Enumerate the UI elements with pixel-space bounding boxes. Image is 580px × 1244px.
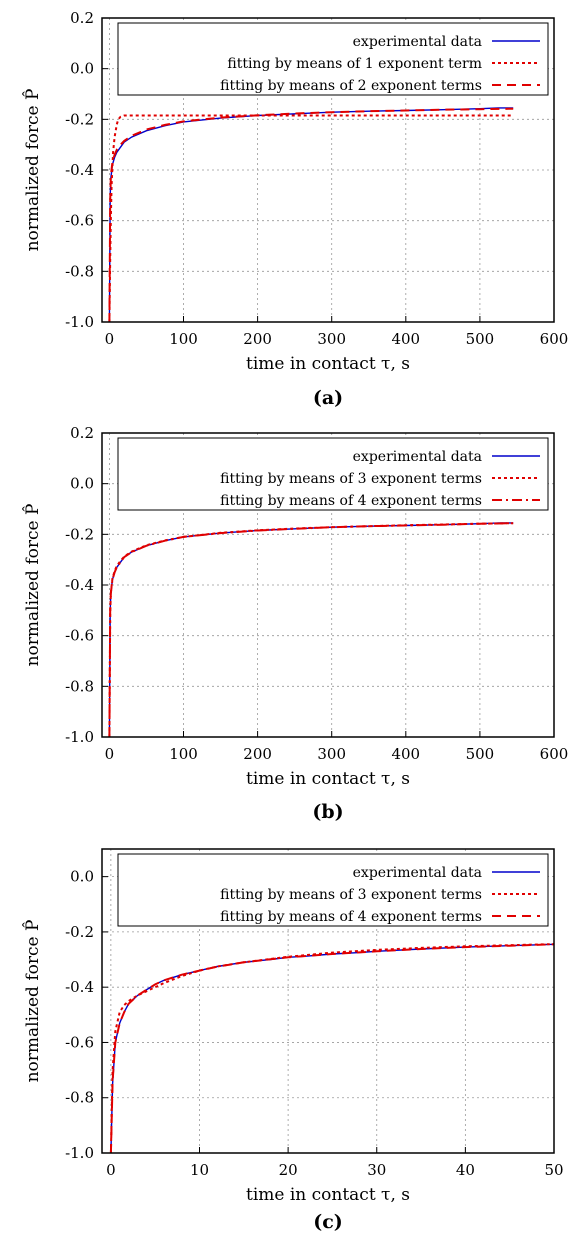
series-line bbox=[108, 107, 514, 322]
y-tick-labels: -1.0 -0.8 -0.6 -0.4 -0.2 0.0 bbox=[65, 868, 94, 1162]
y-tick-label: 0.2 bbox=[70, 9, 94, 27]
legend: experimental data fitting by means of 3 … bbox=[117, 853, 549, 927]
y-tick-label: -0.6 bbox=[65, 212, 94, 230]
legend-label: fitting by means of 2 exponent terms bbox=[220, 78, 482, 94]
y-tick-label: -0.2 bbox=[65, 923, 94, 941]
x-tick-label: 300 bbox=[317, 745, 346, 763]
series-lines bbox=[108, 107, 514, 322]
y-tick-label: -0.8 bbox=[65, 1089, 94, 1107]
x-axis-label: time in contact τ, s bbox=[246, 769, 410, 789]
x-tick-label: 600 bbox=[540, 330, 569, 348]
x-tick-label: 200 bbox=[243, 745, 272, 763]
y-tick-label: 0.0 bbox=[70, 868, 94, 886]
x-tick-label: 500 bbox=[466, 330, 495, 348]
y-tick-label: -0.4 bbox=[65, 161, 94, 179]
legend-box bbox=[117, 22, 549, 96]
y-tick-labels: -1.0 -0.8 -0.6 -0.4 -0.2 0.0 0.2 bbox=[65, 424, 94, 746]
legend-label: fitting by means of 4 exponent terms bbox=[220, 909, 482, 925]
legend-label: fitting by means of 3 exponent terms bbox=[220, 471, 482, 487]
series-line bbox=[108, 522, 514, 737]
legend-label: experimental data bbox=[353, 865, 482, 881]
y-tick-labels: -1.0 -0.8 -0.6 -0.4 -0.2 0.0 0.2 bbox=[65, 9, 94, 331]
x-tick-labels: 0 100 200 300 400 500 600 bbox=[105, 745, 569, 763]
x-tick-label: 40 bbox=[456, 1161, 475, 1179]
series-line bbox=[108, 107, 514, 322]
y-tick-label: -1.0 bbox=[65, 728, 94, 746]
y-tick-label: 0.2 bbox=[70, 424, 94, 442]
panel-c: 0 10 20 30 40 50 -1.0 -0.8 -0.6 -0.4 -0.2 0.0 expe… bbox=[23, 848, 564, 1233]
y-tick-label: -0.4 bbox=[65, 576, 94, 594]
legend: experimental data fitting by means of 3 … bbox=[117, 437, 549, 511]
x-tick-label: 100 bbox=[169, 330, 198, 348]
y-tick-label: -1.0 bbox=[65, 313, 94, 331]
legend-box bbox=[117, 437, 549, 511]
x-tick-label: 0 bbox=[105, 330, 115, 348]
x-tick-label: 0 bbox=[105, 745, 115, 763]
x-tick-labels: 0 10 20 30 40 50 bbox=[106, 1161, 563, 1179]
y-tick-label: -0.6 bbox=[65, 1033, 94, 1051]
panel-caption: (c) bbox=[313, 1211, 343, 1233]
series-line bbox=[108, 522, 514, 737]
series-line bbox=[109, 943, 554, 1153]
x-axis-label: time in contact τ, s bbox=[246, 354, 410, 374]
panel-b: 0 100 200 300 400 500 600 -1.0 -0.8 -0.6 -0.4 -0.2… bbox=[23, 424, 568, 823]
y-axis-label: normalized force P̂ bbox=[23, 504, 43, 667]
x-tick-label: 500 bbox=[466, 745, 495, 763]
series-line bbox=[110, 943, 554, 1153]
x-tick-label: 10 bbox=[190, 1161, 209, 1179]
series-line bbox=[108, 114, 514, 322]
x-tick-label: 20 bbox=[279, 1161, 298, 1179]
panel-caption: (a) bbox=[313, 387, 343, 409]
y-tick-label: -0.8 bbox=[65, 677, 94, 695]
y-tick-label: 0.0 bbox=[70, 60, 94, 78]
x-tick-label: 100 bbox=[169, 745, 198, 763]
x-tick-label: 400 bbox=[391, 330, 420, 348]
x-tick-label: 30 bbox=[367, 1161, 386, 1179]
legend-label: experimental data bbox=[353, 449, 482, 465]
plot-frame bbox=[101, 848, 555, 1154]
x-tick-label: 400 bbox=[391, 745, 420, 763]
y-tick-label: -0.6 bbox=[65, 627, 94, 645]
legend-label: fitting by means of 3 exponent terms bbox=[220, 887, 482, 903]
y-axis-label: normalized force P̂ bbox=[23, 89, 43, 252]
y-tick-label: -0.2 bbox=[65, 110, 94, 128]
x-tick-label: 50 bbox=[544, 1161, 563, 1179]
plot-frame bbox=[101, 17, 555, 323]
legend-box bbox=[117, 853, 549, 927]
legend-label: experimental data bbox=[353, 34, 482, 50]
y-tick-label: -0.8 bbox=[65, 262, 94, 280]
series-line bbox=[109, 943, 554, 1153]
y-tick-label: 0.0 bbox=[70, 475, 94, 493]
x-axis-label: time in contact τ, s bbox=[246, 1185, 410, 1205]
y-tick-label: -1.0 bbox=[65, 1144, 94, 1162]
legend: experimental data fitting by means of 1 … bbox=[117, 22, 549, 96]
panel-caption: (b) bbox=[312, 801, 343, 823]
panel-a: 0 100 200 300 400 500 600 -1.0 -0.8 -0.6 -0.4 -0.2… bbox=[23, 9, 568, 409]
x-tick-label: 600 bbox=[540, 745, 569, 763]
legend-label: fitting by means of 4 exponent terms bbox=[220, 493, 482, 509]
y-tick-label: -0.4 bbox=[65, 978, 94, 996]
series-line bbox=[108, 522, 514, 737]
series-lines bbox=[108, 522, 514, 737]
series-lines bbox=[109, 943, 554, 1153]
x-tick-label: 0 bbox=[106, 1161, 116, 1179]
y-axis-label: normalized force P̂ bbox=[23, 920, 43, 1083]
x-tick-labels: 0 100 200 300 400 500 600 bbox=[105, 330, 569, 348]
plot-frame bbox=[101, 432, 555, 738]
x-tick-label: 200 bbox=[243, 330, 272, 348]
legend-label: fitting by means of 1 exponent term bbox=[227, 56, 482, 72]
x-tick-label: 300 bbox=[317, 330, 346, 348]
y-tick-label: -0.2 bbox=[65, 525, 94, 543]
